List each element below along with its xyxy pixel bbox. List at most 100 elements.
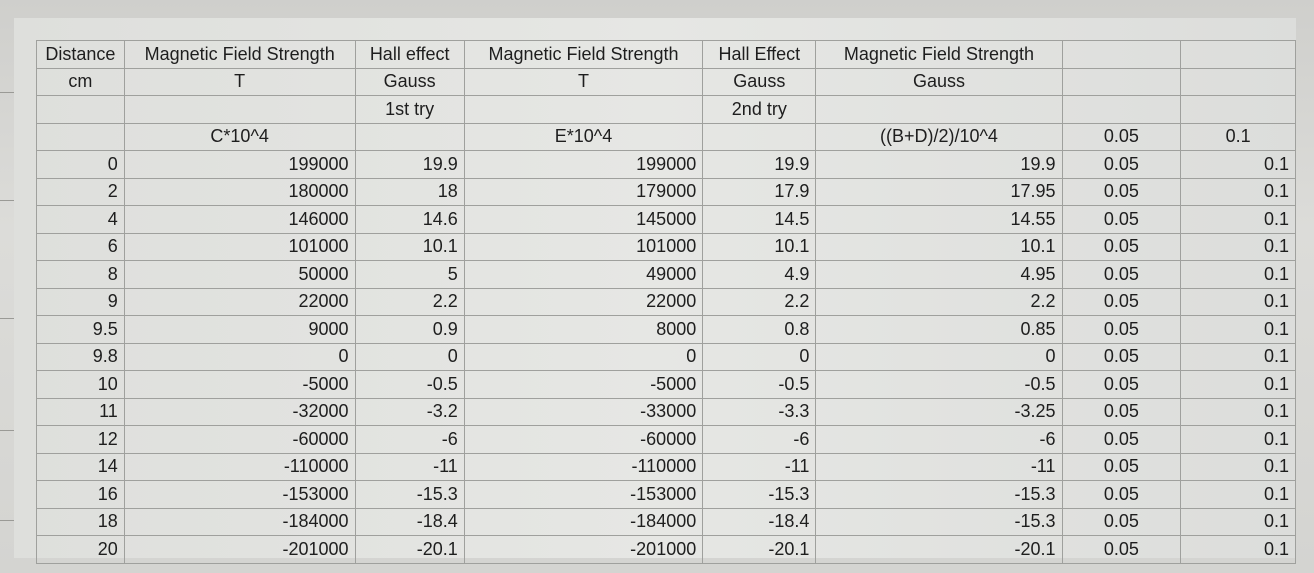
field-strength-2-cell: 101000 [463, 232, 704, 261]
field-strength-1-cell: -60000 [123, 425, 356, 454]
header-cell: 0.05 [1061, 122, 1182, 151]
average-field-cell: 4.95 [815, 260, 1063, 289]
distance-cell: 9.8 [36, 342, 125, 371]
field-strength-2-cell: 179000 [463, 177, 704, 206]
table-row: 2 180000 18 179000 17.9 17.95 0.05 0.1 [36, 177, 1296, 206]
field-strength-2-cell: -184000 [463, 507, 704, 536]
table-row: 0 199000 19.9 199000 19.9 19.9 0.05 0.1 [36, 150, 1296, 179]
header-cell: T [463, 67, 704, 96]
distance-cell: 9 [36, 287, 125, 316]
value-01-cell: 0.1 [1180, 370, 1296, 399]
average-field-cell: 17.95 [815, 177, 1063, 206]
header-cell: E*10^4 [463, 122, 704, 151]
distance-cell: 12 [36, 425, 125, 454]
hall-effect-1-cell: -20.1 [354, 535, 465, 564]
header-cell [1180, 40, 1296, 69]
average-field-cell: 19.9 [815, 150, 1063, 179]
average-field-cell: -3.25 [815, 397, 1063, 426]
field-strength-1-cell: 101000 [123, 232, 356, 261]
header-cell: Gauss [815, 67, 1063, 96]
distance-cell: 10 [36, 370, 125, 399]
hall-effect-2-cell: 14.5 [702, 205, 817, 234]
header-cell: Gauss [702, 67, 817, 96]
header-cell [1180, 67, 1296, 96]
header-cell [123, 95, 356, 124]
hall-effect-1-cell: -3.2 [354, 397, 465, 426]
value-01-cell: 0.1 [1180, 480, 1296, 509]
hall-effect-1-cell: 0 [354, 342, 465, 371]
value-005-cell: 0.05 [1061, 232, 1182, 261]
hall-effect-1-cell: 10.1 [354, 232, 465, 261]
field-strength-2-cell: 49000 [463, 260, 704, 289]
value-01-cell: 0.1 [1180, 507, 1296, 536]
header-cell: Hall effect [354, 40, 465, 69]
value-005-cell: 0.05 [1061, 507, 1182, 536]
header-row-2: cm T Gauss T Gauss Gauss [36, 67, 1296, 96]
hall-effect-2-cell: -0.5 [702, 370, 817, 399]
value-01-cell: 0.1 [1180, 315, 1296, 344]
average-field-cell: -20.1 [815, 535, 1063, 564]
hall-effect-2-cell: 10.1 [702, 232, 817, 261]
field-strength-2-cell: 22000 [463, 287, 704, 316]
hall-effect-1-cell: 0.9 [354, 315, 465, 344]
value-005-cell: 0.05 [1061, 287, 1182, 316]
value-005-cell: 0.05 [1061, 205, 1182, 234]
average-field-cell: 2.2 [815, 287, 1063, 316]
hall-effect-2-cell: -3.3 [702, 397, 817, 426]
table-row: 8 50000 5 49000 4.9 4.95 0.05 0.1 [36, 260, 1296, 289]
hall-effect-1-cell: -15.3 [354, 480, 465, 509]
header-cell: 0.1 [1180, 122, 1296, 151]
header-cell: Distance [36, 40, 125, 69]
field-strength-1-cell: -32000 [123, 397, 356, 426]
average-field-cell: 0.85 [815, 315, 1063, 344]
value-005-cell: 0.05 [1061, 452, 1182, 481]
hall-effect-2-cell: -20.1 [702, 535, 817, 564]
hall-effect-2-cell: -6 [702, 425, 817, 454]
average-field-cell: 0 [815, 342, 1063, 371]
table-row: 9.8 0 0 0 0 0 0.05 0.1 [36, 342, 1296, 371]
margin-line [0, 92, 18, 93]
header-cell [1061, 95, 1182, 124]
average-field-cell: 14.55 [815, 205, 1063, 234]
value-01-cell: 0.1 [1180, 232, 1296, 261]
value-005-cell: 0.05 [1061, 150, 1182, 179]
table-row: 18 -184000 -18.4 -184000 -18.4 -15.3 0.0… [36, 507, 1296, 536]
header-cell [354, 122, 465, 151]
hall-effect-1-cell: -11 [354, 452, 465, 481]
data-table: Distance Magnetic Field Strength Hall ef… [36, 40, 1296, 564]
average-field-cell: -0.5 [815, 370, 1063, 399]
header-cell: T [123, 67, 356, 96]
header-cell: cm [36, 67, 125, 96]
field-strength-2-cell: -153000 [463, 480, 704, 509]
field-strength-2-cell: -201000 [463, 535, 704, 564]
header-cell: ((B+D)/2)/10^4 [815, 122, 1063, 151]
field-strength-1-cell: 9000 [123, 315, 356, 344]
distance-cell: 20 [36, 535, 125, 564]
field-strength-1-cell: -184000 [123, 507, 356, 536]
header-cell: 1st try [354, 95, 465, 124]
field-strength-1-cell: 22000 [123, 287, 356, 316]
table-row: 11 -32000 -3.2 -33000 -3.3 -3.25 0.05 0.… [36, 397, 1296, 426]
table-row: 16 -153000 -15.3 -153000 -15.3 -15.3 0.0… [36, 480, 1296, 509]
hall-effect-1-cell: -6 [354, 425, 465, 454]
hall-effect-2-cell: -18.4 [702, 507, 817, 536]
hall-effect-2-cell: 0.8 [702, 315, 817, 344]
margin-line [0, 200, 18, 201]
distance-cell: 6 [36, 232, 125, 261]
hall-effect-1-cell: -18.4 [354, 507, 465, 536]
field-strength-1-cell: -5000 [123, 370, 356, 399]
field-strength-2-cell: 0 [463, 342, 704, 371]
distance-cell: 14 [36, 452, 125, 481]
header-cell [702, 122, 817, 151]
distance-cell: 11 [36, 397, 125, 426]
field-strength-1-cell: 180000 [123, 177, 356, 206]
header-cell: Gauss [354, 67, 465, 96]
field-strength-2-cell: 199000 [463, 150, 704, 179]
table-row: 20 -201000 -20.1 -201000 -20.1 -20.1 0.0… [36, 535, 1296, 564]
margin-line [0, 430, 18, 431]
hall-effect-2-cell: 17.9 [702, 177, 817, 206]
value-005-cell: 0.05 [1061, 480, 1182, 509]
table-row: 12 -60000 -6 -60000 -6 -6 0.05 0.1 [36, 425, 1296, 454]
value-005-cell: 0.05 [1061, 342, 1182, 371]
